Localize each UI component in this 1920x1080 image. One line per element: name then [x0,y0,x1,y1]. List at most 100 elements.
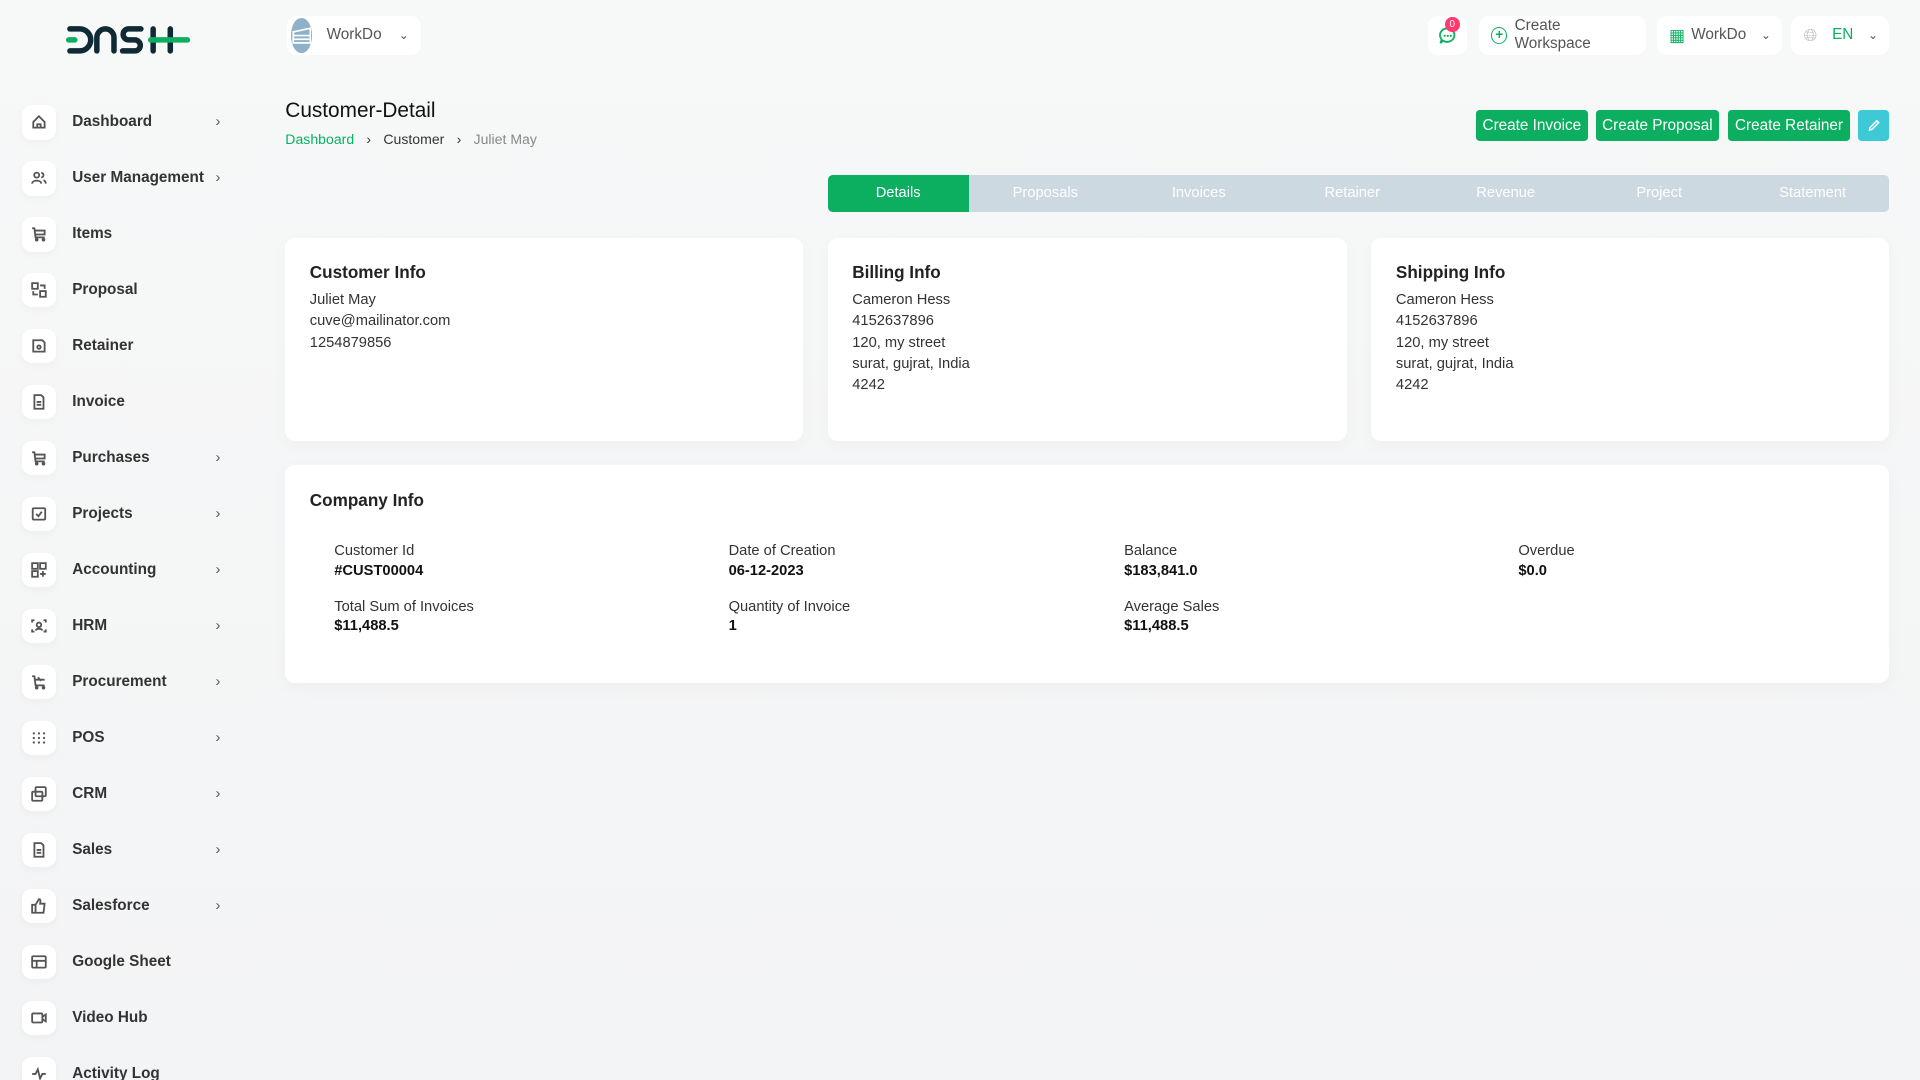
sidebar-item-label: POS [72,728,105,746]
create-retainer-button[interactable]: Create Retainer [1727,110,1851,141]
company-field: Overdue $0.0 [1518,542,1574,581]
breadcrumb: Dashboard › Customer › Juliet May [285,131,537,147]
sidebar-item-purchases[interactable]: Purchases › [22,440,230,477]
layers-icon [22,776,57,812]
plus-circle-icon: + [1491,27,1508,44]
chevron-down-icon: ⌄ [1760,28,1772,43]
sidebar-item-invoice[interactable]: Invoice [22,384,230,421]
chevron-right-icon: › [215,897,221,914]
sidebar-item-label: Google Sheet [72,952,171,970]
table-icon [22,944,57,979]
sidebar-item-retainer[interactable]: Retainer [22,328,230,365]
sidebar-item-label: HRM [72,617,108,635]
chevron-right-icon: › [215,114,221,131]
field-value: $11,488.5 [334,618,399,635]
info-line: 1254879856 [309,334,392,351]
language-selector[interactable]: 🌐︎ EN ⌄ [1791,15,1890,56]
sidebar-item-proposal[interactable]: Proposal [22,272,230,309]
tab-project[interactable]: Project [1636,185,1683,202]
tab-proposals[interactable]: Proposals [1012,185,1078,202]
field-label: Date of Creation [728,543,836,560]
info-line: 120, my street [1395,334,1489,351]
messages-button[interactable]: 0 [1427,15,1467,56]
tab-statement[interactable]: Statement [1779,185,1847,202]
info-line: cuve@mailinator.com [309,313,451,330]
sidebar-item-crm[interactable]: CRM › [22,776,230,813]
info-line: surat, gujrat, India [852,355,970,372]
sidebar-item-label: Dashboard [72,113,153,131]
sidebar-item-label: Sales [72,840,113,858]
workspace-name: WorkDo [326,26,382,44]
sidebar-item-google-sheet[interactable]: Google Sheet [22,943,230,980]
sidebar-item-video-hub[interactable]: Video Hub [22,999,230,1036]
tab-revenue[interactable]: Revenue [1476,185,1536,202]
sidebar-item-user-management[interactable]: User Management › [22,160,230,197]
field-value: $183,841.0 [1124,563,1198,580]
company-field: Average Sales $11,488.5 [1124,598,1219,637]
field-label: Average Sales [1124,598,1220,615]
company-field: Date of Creation 06-12-2023 [729,542,836,581]
breadcrumb-dashboard[interactable]: Dashboard [285,131,355,148]
cart-icon [22,441,57,476]
create-invoice-button[interactable]: Create Invoice [1475,110,1589,141]
chevron-right-icon: › [215,450,221,467]
field-label: Total Sum of Invoices [334,598,474,615]
sidebar-item-dashboard[interactable]: Dashboard › [22,104,230,141]
info-line: Juliet May [309,292,376,309]
users-icon [22,161,57,196]
create-workspace-button[interactable]: + Create Workspace [1479,15,1646,56]
company-field: Quantity of Invoice 1 [729,598,851,637]
breadcrumb-current: Juliet May [473,131,537,148]
page-title: Customer-Detail [285,99,436,123]
sidebar-item-sales[interactable]: Sales › [22,832,230,869]
sidebar-item-accounting[interactable]: Accounting › [22,552,230,589]
chat-icon [1438,27,1455,44]
info-line: 4152637896 [852,313,934,330]
company-info-card: Company Info Customer Id #CUST00004 Date o… [285,465,1890,684]
company-field: Total Sum of Invoices $11,488.5 [334,598,474,637]
company-field: Balance $183,841.0 [1124,542,1198,581]
tab-retainer[interactable]: Retainer [1324,185,1380,202]
sidebar-item-projects[interactable]: Projects › [22,496,230,533]
breadcrumb-customer[interactable]: Customer [383,131,445,148]
thumb-up-icon [22,888,57,924]
sidebar-item-items[interactable]: Items [22,216,230,253]
globe-icon: 🌐︎ [1803,24,1818,45]
tab-invoices[interactable]: Invoices [1171,185,1226,202]
grid-dots-icon [22,720,57,756]
sidebar-item-salesforce[interactable]: Salesforce › [22,888,230,925]
sidebar-item-label: Projects [72,505,133,523]
sidebar-item-pos[interactable]: POS › [22,720,230,757]
info-line: Cameron Hess [852,292,951,309]
workspace-menu[interactable]: ▦ WorkDo ⌄ [1656,15,1782,56]
building-icon [292,27,312,44]
chevron-right-icon: › [215,562,221,579]
workspace-avatar [291,18,312,53]
field-value: 1 [728,618,737,635]
card-title: Billing Info [852,262,941,283]
user-focus-icon [22,608,57,644]
sidebar-item-label: Salesforce [72,896,150,914]
tab-details[interactable]: Details [827,175,969,212]
field-value: 06-12-2023 [728,563,804,580]
apps-icon [22,552,57,588]
sidebar-item-label: Retainer [72,337,134,355]
billing-info-card: Billing Info Cameron Hess 4152637896 120, … [827,237,1347,441]
chevron-down-icon: ⌄ [398,28,409,43]
workspace-switcher[interactable]: WorkDo ⌄ [286,15,422,56]
home-icon [22,105,57,140]
field-value: #CUST00004 [334,563,424,580]
sidebar-item-procurement[interactable]: Procurement › [22,664,230,701]
edit-button[interactable] [1857,110,1890,141]
shipping-info-card: Shipping Info Cameron Hess 4152637896 120,… [1371,237,1890,441]
dash-logo[interactable] [65,24,192,56]
sidebar-item-hrm[interactable]: HRM › [22,608,230,645]
create-proposal-button[interactable]: Create Proposal [1595,110,1720,141]
info-line: 120, my street [852,334,946,351]
field-label: Balance [1124,543,1178,560]
card-title: Shipping Info [1395,262,1506,283]
video-icon [22,1000,57,1035]
chevron-right-icon: › [366,131,372,148]
sidebar-item-activity-log[interactable]: Activity Log [22,1055,230,1080]
